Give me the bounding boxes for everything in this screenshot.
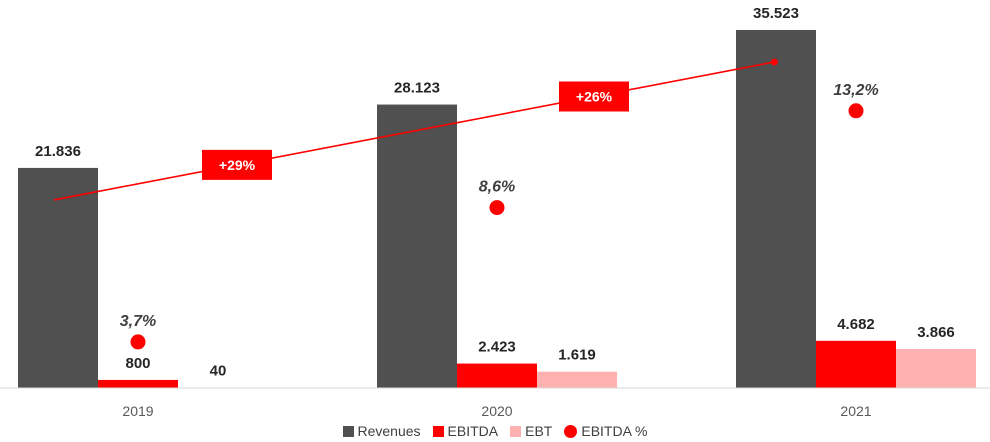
legend-item-ebt: EBT — [510, 423, 552, 439]
bar-revenues-2019 — [18, 167, 98, 388]
value-label-revenues-2020: 28.123 — [394, 80, 440, 97]
value-label-ebitda-2021: 4.682 — [837, 316, 875, 333]
ebitda-margin-marker-2020 — [489, 200, 505, 216]
ebitda-margin-marker-2019 — [130, 334, 146, 350]
x-axis-ticks: 2019 2020 2021 — [122, 403, 871, 419]
value-label-revenues-2019: 21.836 — [35, 143, 81, 160]
growth-box-2020-2021 — [559, 81, 629, 112]
data-labels: 21.836 800 40 28.123 2.423 1.619 35.523 4.682 3.… — [35, 5, 955, 380]
ebitda-margin-marker-2021 — [848, 103, 864, 119]
x-tick-2021: 2021 — [840, 403, 871, 419]
legend: Revenues EBITDA EBT EBITDA % — [0, 421, 990, 441]
bar-ebitda-2019 — [98, 379, 178, 388]
ebitda-margin-label-2021: 13,2% — [833, 82, 878, 99]
bar-ebitda-2020 — [457, 363, 537, 388]
value-label-revenues-2021: 35.523 — [753, 5, 799, 22]
revenue-trend-end-marker — [770, 58, 778, 66]
legend-swatch-ebitda — [432, 425, 444, 437]
bar-ebt-2021 — [896, 349, 976, 388]
bar-revenues-2020 — [377, 104, 457, 388]
growth-label-2019-2020: +29% — [219, 157, 256, 173]
bar-ebitda-2021 — [816, 340, 896, 388]
bars — [18, 29, 976, 389]
legend-item-ebitda-margin: EBITDA % — [564, 423, 648, 439]
ebitda-margin-label-2020: 8,6% — [479, 179, 515, 196]
legend-swatch-ebitda-margin — [564, 424, 578, 438]
legend-swatch-ebt — [510, 425, 522, 437]
revenue-trend: +29% +26% — [53, 58, 778, 201]
legend-swatch-revenues — [342, 425, 354, 437]
value-label-ebt-2021: 3.866 — [917, 324, 955, 341]
value-label-ebt-2019: 40 — [210, 363, 227, 380]
value-label-ebitda-2019: 800 — [125, 355, 150, 372]
x-tick-2020: 2020 — [481, 403, 512, 419]
legend-label-revenues: Revenues — [357, 423, 421, 439]
ebitda-margin-label-2019: 3,7% — [120, 313, 156, 330]
legend-item-ebitda: EBITDA — [432, 423, 499, 439]
legend-label-ebt: EBT — [525, 423, 553, 439]
legend-item-revenues: Revenues — [342, 423, 421, 439]
revenue-trend-line — [53, 61, 775, 201]
value-label-ebitda-2020: 2.423 — [478, 339, 516, 356]
growth-box-2019-2020 — [202, 149, 272, 180]
bar-revenues-2021 — [736, 29, 816, 389]
growth-label-2020-2021: +26% — [576, 89, 613, 105]
ebitda-margin-markers: 3,7% 8,6% 13,2% — [120, 82, 879, 350]
chart: +29% +26% 21.836 800 40 28.123 2.423 1.619 35.5… — [0, 5, 990, 419]
x-tick-2019: 2019 — [122, 403, 153, 419]
value-label-ebt-2020: 1.619 — [558, 347, 596, 364]
legend-label-ebitda-margin: EBITDA % — [581, 423, 648, 439]
legend-label-ebitda: EBITDA — [447, 423, 499, 439]
bar-ebt-2020 — [537, 371, 617, 388]
